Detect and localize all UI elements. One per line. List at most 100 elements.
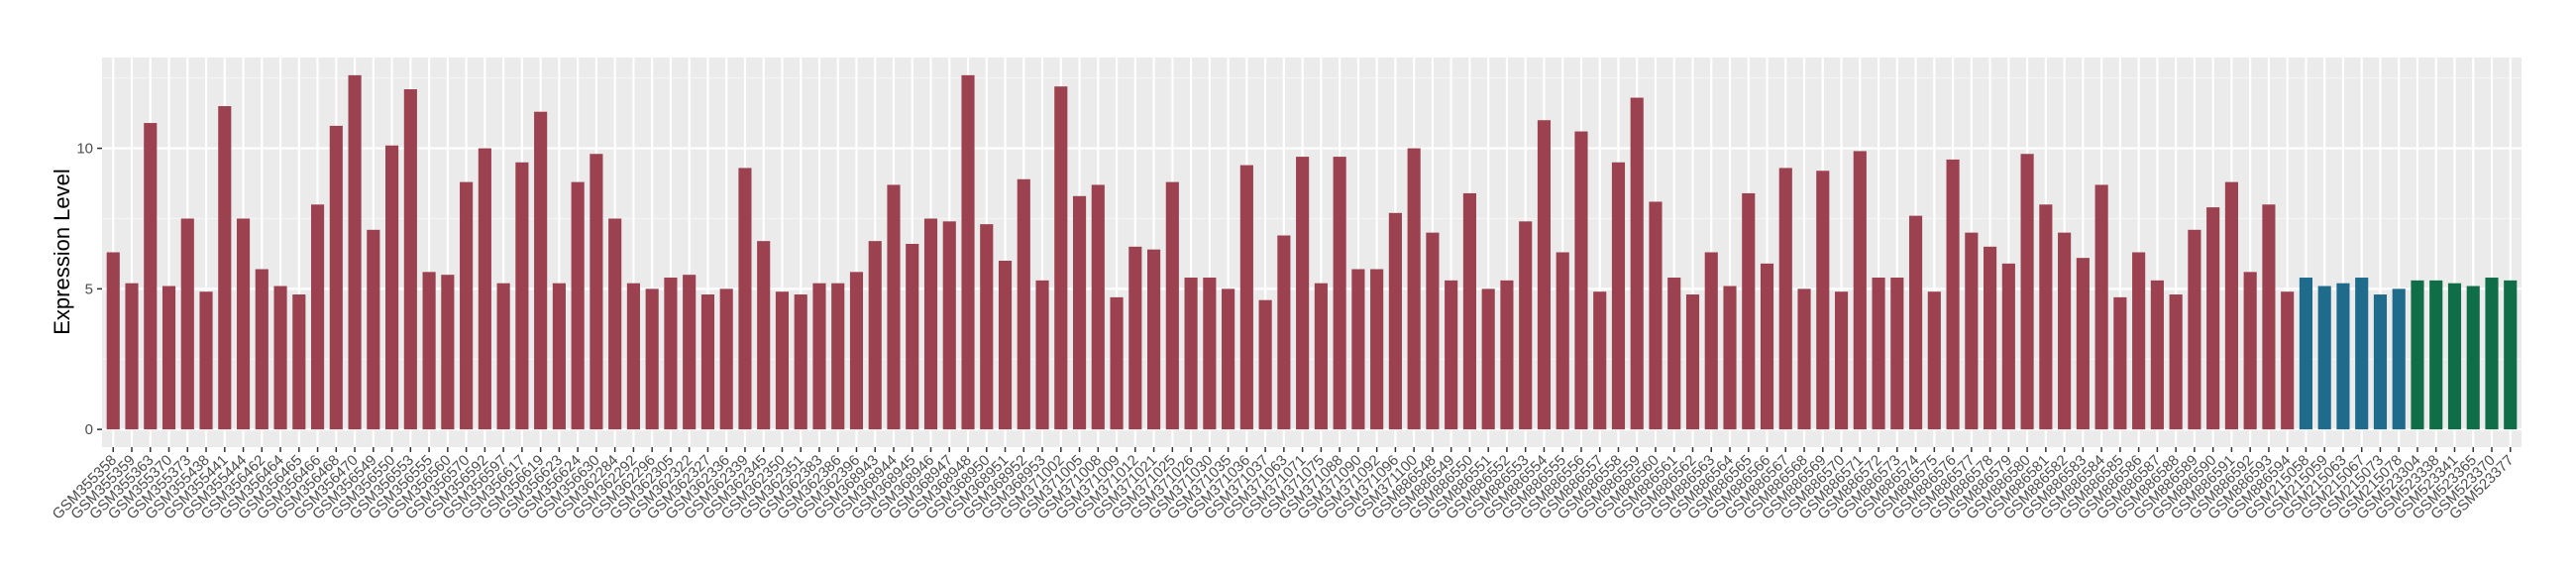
bar <box>738 168 752 430</box>
bar <box>348 74 362 430</box>
bar <box>980 224 994 430</box>
bar <box>441 275 455 430</box>
bar <box>161 286 176 430</box>
y-tick-label: 10 <box>76 141 93 158</box>
bar <box>923 218 938 430</box>
bar <box>1370 269 1384 430</box>
bar <box>496 283 510 430</box>
bar <box>1054 86 1068 430</box>
bar <box>2504 280 2518 430</box>
bar <box>1388 212 1402 430</box>
bar <box>2001 263 2015 430</box>
bar <box>552 283 566 430</box>
bar <box>2224 181 2238 430</box>
bar <box>812 283 826 430</box>
bar <box>2447 283 2462 430</box>
bar <box>700 294 715 430</box>
bar <box>1203 278 1217 430</box>
bar <box>1500 280 1514 430</box>
bar <box>422 272 436 430</box>
bar <box>1110 296 1124 430</box>
bar <box>2392 288 2406 430</box>
bar <box>478 148 491 430</box>
bar <box>1184 278 1198 430</box>
bar <box>2243 272 2257 430</box>
bar <box>2485 278 2499 430</box>
bar <box>2299 278 2312 430</box>
bar <box>1649 201 1663 430</box>
bar <box>1091 184 1105 430</box>
bar <box>664 278 678 430</box>
bar <box>1239 165 1253 430</box>
bar <box>1667 278 1681 430</box>
bar <box>1908 215 1923 430</box>
bar <box>1556 252 1569 430</box>
bar <box>2355 278 2369 430</box>
y-axis-label: Expression Level <box>50 169 74 335</box>
bar <box>1853 151 1867 430</box>
bar <box>2058 232 2072 430</box>
bar <box>1351 269 1365 430</box>
bar <box>125 283 139 430</box>
bar <box>794 294 807 430</box>
bar <box>106 252 120 430</box>
bar <box>1165 181 1179 430</box>
bar <box>1296 157 1310 430</box>
bar <box>292 294 306 430</box>
bar <box>1872 278 1885 430</box>
bar <box>906 243 919 430</box>
bar <box>273 286 287 430</box>
bar <box>719 288 733 430</box>
bar <box>849 272 864 430</box>
bar <box>1685 294 1700 430</box>
bar <box>2411 280 2424 430</box>
y-tick-label: 5 <box>85 281 93 297</box>
bar <box>1946 159 1960 430</box>
bar <box>460 181 474 430</box>
bar <box>1537 120 1552 430</box>
bar <box>1426 232 1440 430</box>
bar <box>1017 178 1030 430</box>
bar <box>2281 291 2295 430</box>
bar <box>571 181 585 430</box>
bar <box>199 291 213 430</box>
bar <box>403 89 417 430</box>
bar <box>2113 296 2127 430</box>
bar <box>2132 252 2146 430</box>
bar <box>1834 291 1849 430</box>
bar <box>2206 207 2220 430</box>
bar <box>1927 291 1941 430</box>
bar <box>1965 232 1979 430</box>
bar <box>2373 294 2388 430</box>
bar <box>2466 286 2480 430</box>
bar <box>831 283 845 430</box>
bar <box>1778 168 1792 430</box>
bar <box>590 154 603 430</box>
bar <box>1760 263 1774 430</box>
bar <box>2429 280 2443 430</box>
bar <box>608 218 622 430</box>
y-tick-label: 0 <box>85 421 93 438</box>
bar <box>1128 246 1142 430</box>
bar <box>1147 249 1161 430</box>
bar <box>1742 192 1756 430</box>
bar <box>534 111 548 430</box>
bar <box>2094 184 2108 430</box>
bar <box>1816 171 1830 430</box>
bar <box>1222 288 1235 430</box>
bar <box>1611 162 1626 430</box>
bar <box>998 261 1013 430</box>
bar <box>942 221 956 430</box>
bar <box>1333 157 1346 430</box>
bar <box>683 275 697 430</box>
bar <box>1035 280 1049 430</box>
bar <box>236 218 251 430</box>
bar <box>1481 288 1495 430</box>
bar <box>218 106 232 430</box>
bar <box>1630 97 1644 430</box>
bar <box>1704 252 1718 430</box>
bar <box>2262 204 2276 430</box>
bar <box>1462 192 1476 430</box>
bar <box>2076 258 2090 430</box>
